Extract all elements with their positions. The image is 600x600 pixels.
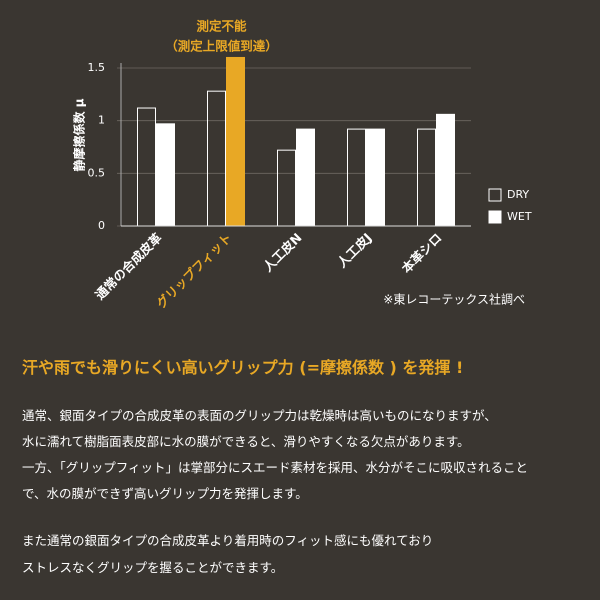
bar xyxy=(207,90,226,227)
bar xyxy=(296,128,315,227)
bar xyxy=(137,107,156,227)
chart: 静摩擦係数 μ ※東レコーテックス社調べ 0 0.5 1 1.5 通常の合成皮革グリップ… xyxy=(72,19,532,312)
text-line: 一方、「グリップフィット」は掌部分にスエード素材を採用、水分がそこに吸収されるこ… xyxy=(22,460,529,475)
y-tick-label: 1.5 xyxy=(88,61,106,74)
bar xyxy=(366,128,385,227)
legend-label: WET xyxy=(507,210,532,223)
annotation: 測定不能 xyxy=(196,19,247,34)
y-tick-label: 0.5 xyxy=(88,166,106,179)
y-tick-label: 1 xyxy=(98,114,105,127)
x-tick-label: 人工皮J xyxy=(334,230,374,270)
bar xyxy=(436,113,455,227)
text-line: ストレスなくグリップを握ることができます。 xyxy=(22,560,284,575)
x-tick-label: グリップフィット xyxy=(153,230,234,311)
legend-swatch xyxy=(488,210,502,224)
text-line: で、水の膜ができず高いグリップ力を発揮します。 xyxy=(22,486,308,501)
text-line: 通常、銀面タイプの合成皮革の表面のグリップ力は乾燥時は高いものになりますが、 xyxy=(22,408,497,423)
bar xyxy=(156,123,175,227)
heading: 汗や雨でも滑りにくい高いグリップ力 (=摩擦係数 ) を発揮 ! xyxy=(22,358,464,377)
note: ※東レコーテックス社調べ xyxy=(383,292,525,307)
x-tick-label: 通常の合成皮革 xyxy=(92,230,165,303)
x-tick-label: 人工皮N xyxy=(260,230,305,275)
y-tick-label: 0 xyxy=(98,219,105,232)
y-axis-label: 静摩擦係数 μ xyxy=(72,98,87,171)
legend-swatch xyxy=(488,188,502,202)
annotation: （測定上限値到達） xyxy=(165,39,278,54)
bar xyxy=(347,128,366,227)
bar xyxy=(417,128,436,227)
x-tick-label: 本革シロ xyxy=(399,230,445,276)
bar xyxy=(277,149,296,227)
legend-label: DRY xyxy=(507,188,529,201)
text-line: 水に濡れて樹脂面表皮部に水の膜ができると、滑りやすくなる欠点があります。 xyxy=(22,434,470,449)
bar xyxy=(226,56,245,227)
text-line: また通常の銀面タイプの合成皮革より着用時のフィット感にも優れており xyxy=(22,533,434,548)
